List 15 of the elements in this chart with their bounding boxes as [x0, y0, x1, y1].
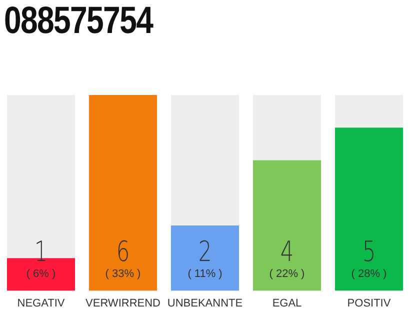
- annotation: ( 33% ): [105, 268, 141, 280]
- annotation: ( 6% ): [26, 268, 56, 280]
- x-tick-label: POSITIV: [347, 297, 392, 310]
- annotation: ( 22% ): [269, 268, 305, 280]
- data-label: 2: [198, 234, 212, 268]
- chart-title: 088575754: [4, 0, 153, 43]
- annotation: ( 28% ): [351, 268, 387, 280]
- x-tick-label: UNBEKANNTE: [167, 297, 243, 310]
- data-label: 6: [116, 234, 130, 268]
- data-label: 5: [362, 234, 376, 268]
- x-tick-label: NEGATIV: [17, 297, 66, 310]
- annotation: ( 11% ): [188, 268, 222, 280]
- data-label: 4: [280, 234, 294, 268]
- x-tick-label: EGAL: [272, 297, 302, 310]
- x-tick-label: VERWIRREND: [86, 297, 161, 310]
